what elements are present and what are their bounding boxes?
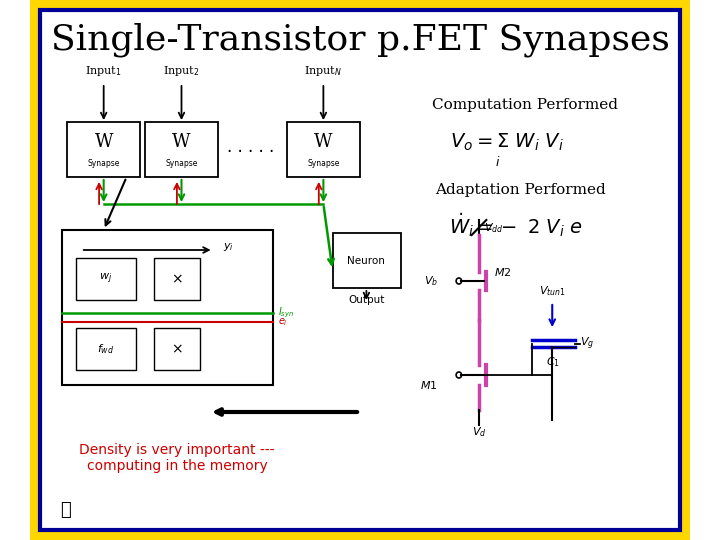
- Bar: [333, 233, 401, 288]
- Text: $\times$: $\times$: [171, 342, 183, 356]
- Text: W: W: [94, 133, 113, 151]
- Text: Input$_N$: Input$_N$: [305, 64, 343, 78]
- Text: $i$: $i$: [495, 155, 500, 169]
- Text: Synapse: Synapse: [307, 159, 340, 168]
- Text: $y_i$: $y_i$: [222, 241, 234, 253]
- Text: $V_{tun1}$: $V_{tun1}$: [539, 284, 566, 298]
- Bar: [154, 328, 199, 370]
- Text: 🐝: 🐝: [60, 501, 71, 519]
- Bar: [76, 258, 135, 300]
- Bar: [67, 122, 140, 177]
- Text: Adaptation Performed: Adaptation Performed: [435, 183, 606, 197]
- Text: Input$_1$: Input$_1$: [86, 64, 122, 78]
- Text: Synapse: Synapse: [166, 159, 198, 168]
- Text: Density is very important ---
computing in the memory: Density is very important --- computing …: [79, 443, 274, 473]
- Text: Synapse: Synapse: [88, 159, 120, 168]
- Text: Input$_2$: Input$_2$: [163, 64, 199, 78]
- Text: $\dot{W}_i = -\ 2\ V_i\ e$: $\dot{W}_i = -\ 2\ V_i\ e$: [449, 211, 582, 239]
- Text: $I_{syn}$: $I_{syn}$: [278, 306, 294, 320]
- Bar: [154, 258, 199, 300]
- Text: W: W: [172, 133, 191, 151]
- Text: Computation Performed: Computation Performed: [432, 98, 618, 112]
- Text: $M2$: $M2$: [494, 266, 511, 278]
- Bar: [63, 230, 273, 385]
- Text: $V_o = \Sigma\ W_i\ V_i$: $V_o = \Sigma\ W_i\ V_i$: [449, 131, 563, 153]
- Text: $C_1$: $C_1$: [546, 355, 560, 369]
- Bar: [145, 122, 218, 177]
- Text: Neuron: Neuron: [348, 256, 385, 266]
- Text: W: W: [314, 133, 333, 151]
- Text: $V_d$: $V_d$: [472, 425, 486, 439]
- Text: $M1$: $M1$: [420, 379, 438, 391]
- Text: Output: Output: [348, 295, 384, 305]
- Text: $f_{wd}$: $f_{wd}$: [97, 342, 114, 356]
- Text: $V_{dd}$: $V_{dd}$: [484, 221, 503, 235]
- Text: $V_b$: $V_b$: [423, 274, 438, 288]
- Text: $V_g$: $V_g$: [580, 336, 594, 352]
- Text: Single-Transistor p.FET Synapses: Single-Transistor p.FET Synapses: [50, 23, 670, 57]
- Bar: [76, 328, 135, 370]
- Bar: [287, 122, 360, 177]
- Text: $\times$: $\times$: [171, 272, 183, 286]
- Text: $e_i$: $e_i$: [278, 316, 287, 328]
- Text: $w_j$: $w_j$: [99, 272, 112, 286]
- Text: . . . . .: . . . . .: [227, 138, 274, 156]
